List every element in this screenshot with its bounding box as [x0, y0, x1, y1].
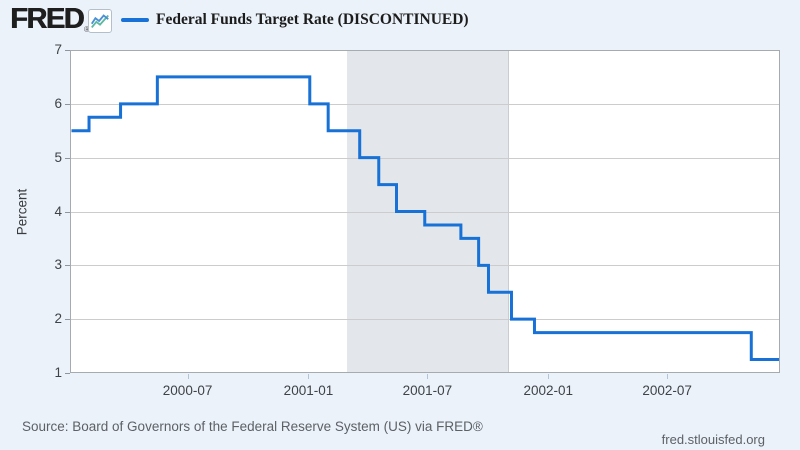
y-tick-label: 4 — [54, 203, 62, 219]
source-text: Source: Board of Governors of the Federa… — [22, 419, 483, 434]
y-tick-mark — [65, 103, 70, 105]
x-tick-mark — [667, 374, 669, 379]
series-legend-label: Federal Funds Target Rate (DISCONTINUED) — [156, 11, 469, 28]
x-tick-mark — [548, 374, 550, 379]
x-tick-mark — [308, 374, 310, 379]
y-tick-label: 6 — [54, 95, 62, 111]
x-tick-label: 2001-07 — [402, 383, 453, 398]
y-tick-label: 5 — [54, 149, 62, 165]
plot-area[interactable] — [70, 50, 780, 373]
gridline — [70, 319, 780, 321]
x-tick-mark — [427, 374, 429, 379]
y-tick-mark — [65, 211, 70, 213]
y-tick-mark — [65, 50, 70, 51]
gridline — [70, 157, 780, 159]
fred-logo: FRED — [10, 3, 84, 35]
fred-sparkline-icon — [88, 9, 112, 33]
gridline — [70, 265, 780, 267]
x-tick-label: 2001-01 — [283, 383, 334, 398]
x-tick-label: 2002-07 — [642, 383, 692, 398]
x-tick-label: 2000-07 — [162, 383, 213, 398]
y-tick-mark — [65, 157, 70, 159]
gridline — [70, 103, 780, 105]
y-tick-mark — [65, 373, 70, 374]
y-tick-label: 3 — [54, 257, 62, 273]
registered-trademark-icon: ® — [84, 25, 90, 34]
legend-line-swatch — [121, 18, 149, 22]
y-tick-mark — [65, 319, 70, 321]
site-link[interactable]: fred.stlouisfed.org — [661, 432, 765, 447]
y-tick-label: 2 — [54, 311, 62, 327]
y-tick-label: 7 — [54, 42, 62, 57]
x-tick-label: 2002-01 — [523, 383, 574, 398]
x-tick-mark — [187, 374, 189, 379]
y-tick-mark — [65, 265, 70, 267]
series-line — [71, 75, 779, 362]
y-tick-label: 1 — [54, 365, 62, 380]
